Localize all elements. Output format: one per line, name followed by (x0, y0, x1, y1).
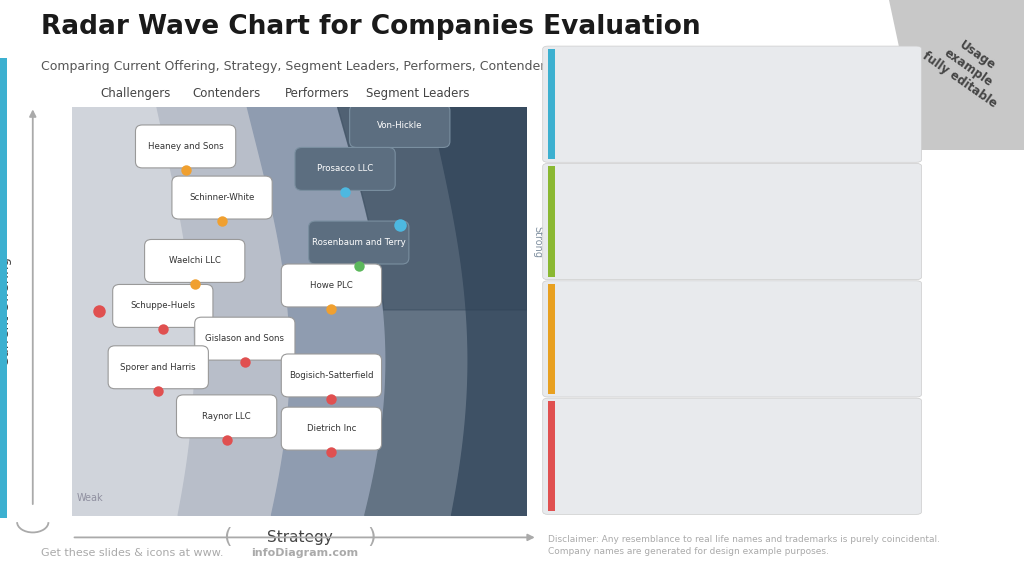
FancyBboxPatch shape (295, 147, 395, 191)
Text: Howe PLC: Howe PLC (310, 281, 353, 290)
Text: Performers: Performers (563, 177, 638, 190)
Polygon shape (889, 0, 1024, 150)
Text: Weak: Weak (76, 493, 102, 503)
Text: Raynor LLC: Raynor LLC (203, 412, 251, 421)
Polygon shape (247, 107, 527, 516)
Text: Segment Leaders: Segment Leaders (563, 59, 679, 73)
Text: Challengers: Challengers (100, 86, 171, 100)
Text: Usage
example
fully editable: Usage example fully editable (921, 25, 1017, 110)
Text: Companies that either have both current offering
and business strategy weak or a: Companies that either have both current … (563, 425, 826, 463)
FancyBboxPatch shape (144, 240, 245, 282)
FancyBboxPatch shape (113, 285, 213, 327)
Text: Segment Leaders: Segment Leaders (367, 86, 470, 100)
Text: Sporer and Harris: Sporer and Harris (121, 363, 196, 372)
Text: Schuppe-Huels: Schuppe-Huels (130, 301, 196, 310)
Text: (: ( (223, 528, 232, 547)
FancyBboxPatch shape (282, 354, 382, 397)
Text: Von-Hickle: Von-Hickle (377, 122, 423, 131)
Text: Companies that either have both current offering
and business strategy strong or: Companies that either have both current … (563, 191, 836, 228)
Text: Performers: Performers (286, 86, 350, 100)
Text: Companies that either have both current offering
and business strategy medium or: Companies that either have both current … (563, 308, 831, 345)
Text: Company names are generated for design example purposes.: Company names are generated for design e… (548, 547, 828, 556)
Text: Contenders: Contenders (563, 294, 640, 307)
FancyBboxPatch shape (176, 395, 276, 438)
FancyBboxPatch shape (172, 176, 272, 219)
Text: Disclaimer: Any resemblance to real life names and trademarks is purely coincide: Disclaimer: Any resemblance to real life… (548, 535, 940, 544)
FancyBboxPatch shape (308, 221, 409, 264)
Text: Get these slides & icons at www.: Get these slides & icons at www. (41, 548, 223, 558)
FancyBboxPatch shape (282, 264, 382, 307)
FancyBboxPatch shape (135, 125, 236, 168)
Polygon shape (430, 107, 527, 516)
FancyBboxPatch shape (109, 346, 209, 389)
Text: Waelchi LLC: Waelchi LLC (169, 256, 220, 266)
FancyBboxPatch shape (282, 407, 382, 450)
Text: Dietrich Inc: Dietrich Inc (307, 424, 356, 433)
Text: Heaney and Sons: Heaney and Sons (147, 142, 223, 151)
Text: Prosacco LLC: Prosacco LLC (317, 164, 373, 173)
Text: infoDiagram.com: infoDiagram.com (251, 548, 358, 558)
Text: Bogisich-Satterfield: Bogisich-Satterfield (289, 371, 374, 380)
Text: Companies that have both current offering and
business strategy very strong.: Companies that have both current offerin… (563, 73, 799, 97)
Text: Comparing Current Offering, Strategy, Segment Leaders, Performers, Contenders, C: Comparing Current Offering, Strategy, Se… (41, 60, 634, 74)
Text: Strategy: Strategy (266, 530, 333, 545)
Text: Schinner-White: Schinner-White (189, 193, 255, 202)
Polygon shape (157, 107, 527, 516)
Text: Contenders: Contenders (193, 86, 261, 100)
Text: Rosenbaum and Terry: Rosenbaum and Terry (312, 238, 406, 247)
Text: Radar Wave Chart for Companies Evaluation: Radar Wave Chart for Companies Evaluatio… (41, 14, 700, 40)
FancyBboxPatch shape (349, 104, 450, 147)
Text: Gislason and Sons: Gislason and Sons (206, 334, 285, 343)
Polygon shape (338, 107, 527, 516)
Text: Strong: Strong (532, 226, 543, 257)
Text: Current Offering: Current Offering (0, 256, 11, 366)
Polygon shape (338, 107, 527, 310)
Text: ): ) (367, 528, 376, 547)
FancyBboxPatch shape (195, 317, 295, 360)
Text: Challengers: Challengers (563, 411, 642, 425)
